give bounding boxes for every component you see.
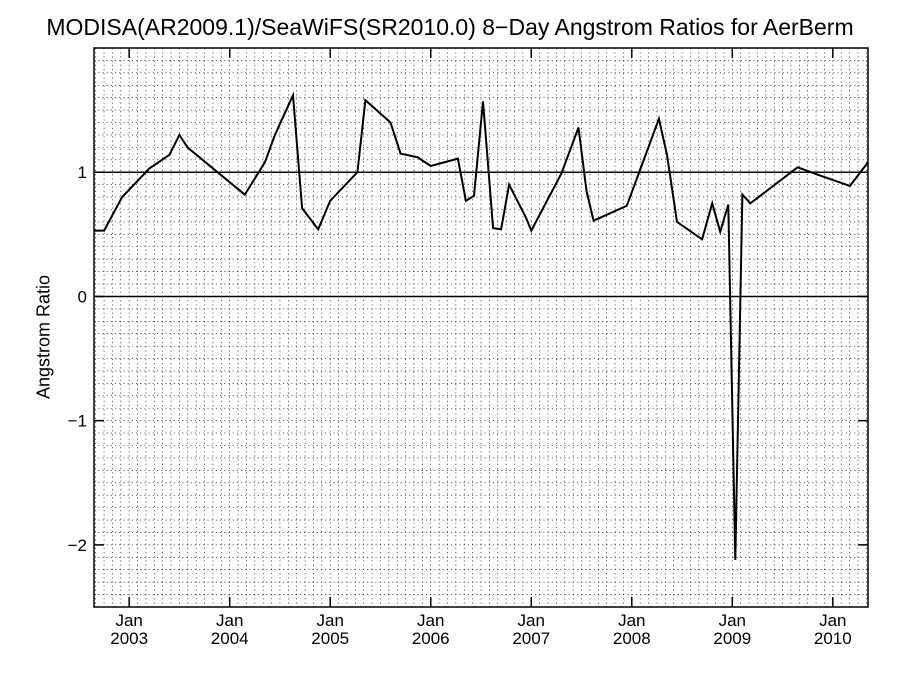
x-tick-label-month: Jan (115, 611, 142, 630)
x-tick-label-year: 2007 (512, 629, 550, 648)
x-tick-label-month: Jan (819, 611, 846, 630)
x-tick-label-month: Jan (618, 611, 645, 630)
y-tick-label: 1 (78, 163, 87, 182)
series-layer (94, 91, 869, 560)
x-tick-label-year: 2003 (110, 629, 148, 648)
chart-title: MODISA(AR2009.1)/SeaWiFS(SR2010.0) 8−Day… (46, 14, 854, 40)
x-tick-label-year: 2008 (613, 629, 651, 648)
y-tick-label: −1 (68, 412, 87, 431)
x-tick-label-year: 2006 (412, 629, 450, 648)
x-tick-label-month: Jan (317, 611, 344, 630)
x-tick-label-year: 2004 (211, 629, 249, 648)
axis-ticks: 10−1−2Jan2003Jan2004Jan2005Jan2006Jan200… (68, 48, 868, 648)
x-tick-label-year: 2009 (713, 629, 751, 648)
y-tick-label: 0 (78, 287, 87, 306)
y-tick-label: −2 (68, 536, 87, 555)
series-line (94, 91, 869, 560)
x-tick-label-month: Jan (216, 611, 243, 630)
reference-lines (94, 171, 868, 298)
x-tick-label-month: Jan (417, 611, 444, 630)
x-tick-label-year: 2005 (311, 629, 349, 648)
x-tick-label-month: Jan (518, 611, 545, 630)
x-tick-label-month: Jan (719, 611, 746, 630)
x-tick-label-year: 2010 (814, 629, 852, 648)
plot-frame (93, 47, 869, 608)
